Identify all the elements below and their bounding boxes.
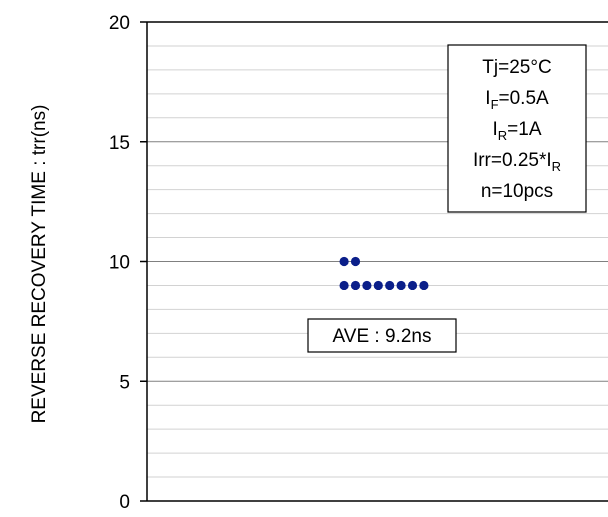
data-point: [396, 280, 406, 291]
data-point: [385, 280, 395, 291]
data-point: [362, 280, 372, 291]
condition-line: IF=0.5A: [485, 88, 549, 112]
average-annotation: AVE : 9.2ns: [307, 318, 457, 353]
data-point: [419, 280, 429, 291]
y-tick-label: 10: [109, 253, 130, 274]
condition-line: Irr=0.25*IR: [473, 150, 561, 174]
data-point: [339, 280, 349, 291]
data-point: [373, 280, 383, 291]
data-point: [350, 256, 361, 267]
conditions-box-frame: [447, 44, 587, 213]
data-point: [407, 280, 418, 291]
conditions-box: Tj=25°C IF=0.5A IR=1A Irr=0.25*IR n=10pcs: [447, 44, 587, 213]
data-point: [350, 280, 361, 291]
y-axis-label: REVERSE RECOVERY TIME : trr(ns): [29, 105, 50, 424]
y-tick-label: 0: [119, 492, 130, 513]
y-tick-label: 20: [109, 13, 130, 34]
average-annotation-frame: [307, 318, 457, 353]
condition-line: IR=1A: [492, 119, 541, 143]
average-annotation-text: AVE : 9.2ns: [333, 326, 432, 347]
condition-line: Tj=25°C: [482, 57, 551, 78]
data-point: [339, 256, 349, 267]
data-points: [339, 256, 429, 291]
conditions-lines: Tj=25°C IF=0.5A IR=1A Irr=0.25*IR n=10pcs: [473, 57, 561, 202]
condition-line: n=10pcs: [481, 181, 553, 202]
y-tick-labels: 0 5 10 15 20: [109, 13, 130, 513]
y-tick-label: 15: [109, 133, 130, 154]
y-tick-label: 5: [119, 372, 130, 393]
